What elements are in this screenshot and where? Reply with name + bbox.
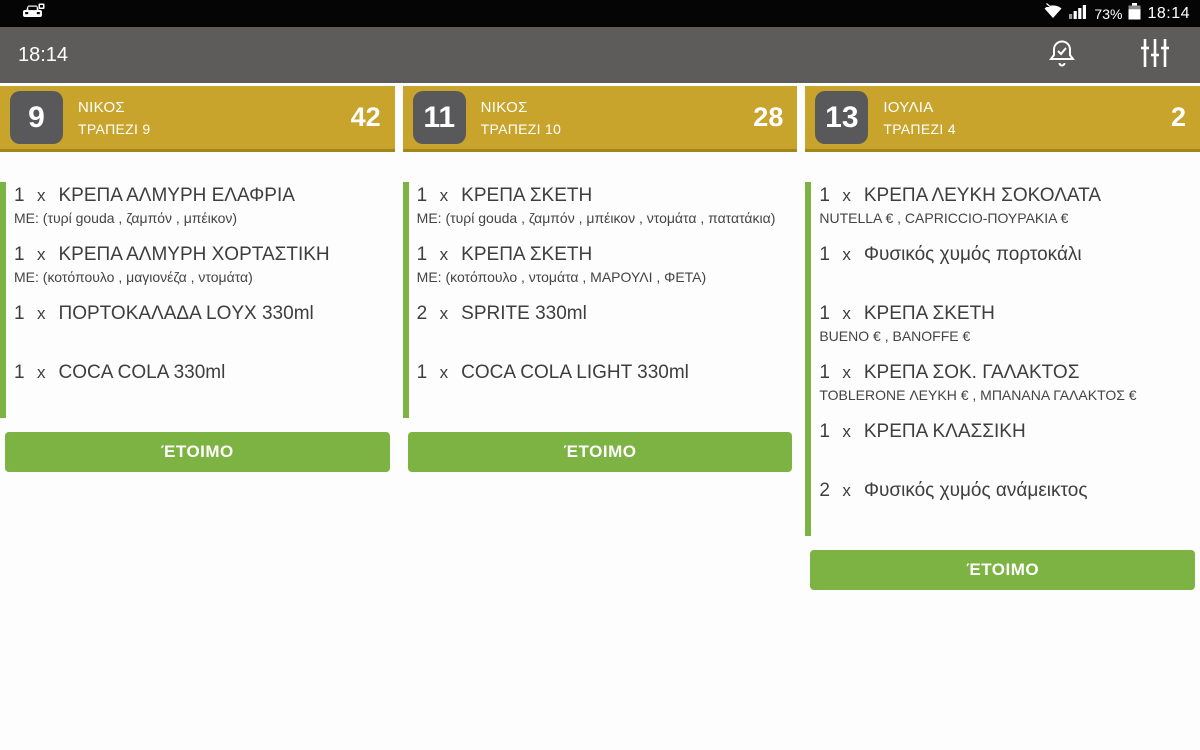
item-qty: 1 bbox=[14, 185, 25, 206]
status-bar-time: 18:14 bbox=[1147, 4, 1190, 22]
order-item[interactable]: 1 x ΚΡΕΠΑ ΣΚΕΤΗ ΜΕ: (τυρί gouda , ζαμπόν ,… bbox=[417, 182, 798, 241]
order-item[interactable]: 1 x ΚΡΕΠΑ ΑΛΜΥΡΗ ΧΟΡΤΑΣΤΙΚΗ ΜΕ: (κοτόπουλο… bbox=[14, 241, 395, 300]
item-name: ΚΡΕΠΑ ΚΛΑΣΣΙΚΗ bbox=[863, 421, 1026, 442]
item-qty-separator: x bbox=[37, 245, 46, 264]
app-bar-time: 18:14 bbox=[18, 43, 69, 66]
cellular-signal-icon bbox=[1069, 4, 1088, 24]
item-qty: 1 bbox=[14, 303, 25, 324]
item-name: ΚΡΕΠΑ ΑΛΜΥΡΗ ΕΛΑΦΡΙΑ bbox=[58, 185, 295, 206]
item-qty: 1 bbox=[14, 362, 25, 383]
item-qty-separator: x bbox=[842, 422, 851, 441]
item-note: NUTELLA € , CAPRICCIO-ΠΟΥΡΑΚΙΑ € bbox=[819, 210, 1069, 226]
item-qty-separator: x bbox=[842, 363, 851, 382]
app-bar: 18:14 bbox=[0, 27, 1200, 83]
item-qty-separator: x bbox=[439, 186, 449, 205]
item-qty: 1 bbox=[819, 185, 830, 206]
car-mode-icon bbox=[22, 3, 46, 25]
item-name: ΚΡΕΠΑ ΛΕΥΚΗ ΣΟΚΟΛΑΤΑ bbox=[863, 185, 1102, 206]
item-qty: 1 bbox=[14, 244, 25, 265]
notification-bell-check-icon[interactable] bbox=[1046, 37, 1078, 74]
battery-percent: 73% bbox=[1094, 5, 1123, 22]
ready-button[interactable]: ΈΤΟΙΜΟ bbox=[810, 550, 1196, 590]
item-name: ΚΡΕΠΑ ΣΚΕΤΗ bbox=[461, 244, 593, 265]
order-card-1: 9 ΝΙΚΟΣ ΤΡΑΠΕΖΙ 9 42 1 x ΚΡΕΠΑ ΑΛΜΥΡΗ ΕΛΑΦ… bbox=[0, 86, 395, 472]
order-item[interactable]: 1 x ΚΡΕΠΑ ΣΚΕΤΗ BUENO € , BANOFFE € bbox=[819, 300, 1200, 359]
item-qty: 1 bbox=[416, 362, 428, 383]
table-label: ΤΡΑΠΕΖΙ 4 bbox=[883, 120, 956, 137]
item-note: ΜΕ: (κοτόπουλο , ντομάτα , ΜΑΡΟΥΛΙ , ΦΕΤ… bbox=[416, 269, 707, 285]
item-qty-separator: x bbox=[37, 186, 46, 205]
order-item[interactable]: 1 x ΚΡΕΠΑ ΣΚΕΤΗ ΜΕ: (κοτόπουλο , ντομάτα ,… bbox=[417, 241, 798, 300]
item-qty-separator: x bbox=[842, 304, 851, 323]
item-name: COCA COLA 330ml bbox=[58, 362, 226, 383]
item-qty: 1 bbox=[819, 362, 830, 383]
item-name: ΚΡΕΠΑ ΣΚΕΤΗ bbox=[863, 303, 995, 324]
order-count: 28 bbox=[753, 102, 784, 132]
item-qty: 1 bbox=[416, 185, 428, 206]
item-qty-separator: x bbox=[439, 304, 449, 323]
order-card-2: 11 ΝΙΚΟΣ ΤΡΑΠΕΖΙ 10 28 1 x ΚΡΕΠΑ ΣΚΕΤΗ ΜΕ:… bbox=[402, 86, 798, 472]
order-card-header[interactable]: 13 ΙΟΥΛΙΑ ΤΡΑΠΕΖΙ 4 2 bbox=[805, 86, 1200, 152]
order-item[interactable]: 1 x Φυσικός χυμός πορτοκάλι bbox=[819, 241, 1200, 300]
item-name: ΠΟΡΤΟΚΑΛΑΔΑ LOYX 330ml bbox=[58, 303, 314, 324]
item-qty: 2 bbox=[416, 303, 428, 324]
item-qty-separator: x bbox=[37, 304, 46, 323]
item-qty-separator: x bbox=[842, 186, 851, 205]
android-status-bar: 73% 18:14 bbox=[0, 0, 1200, 27]
wifi-icon bbox=[1043, 3, 1063, 24]
order-number-badge: 11 bbox=[412, 91, 466, 144]
item-note: ΜΕ: (κοτόπουλο , μαγιονέζα , ντομάτα) bbox=[14, 269, 253, 285]
order-count: 42 bbox=[350, 102, 381, 132]
item-qty: 1 bbox=[819, 421, 830, 442]
order-number-badge: 13 bbox=[815, 91, 869, 144]
item-qty: 1 bbox=[819, 244, 830, 265]
item-qty-separator: x bbox=[37, 363, 46, 382]
order-items-list: 1 x ΚΡΕΠΑ ΑΛΜΥΡΗ ΕΛΑΦΡΙΑ ΜΕ: (τυρί gouda ,… bbox=[0, 182, 395, 418]
item-qty: 1 bbox=[819, 303, 830, 324]
waiter-name: ΙΟΥΛΙΑ bbox=[883, 98, 934, 116]
table-label: ΤΡΑΠΕΖΙ 9 bbox=[78, 120, 151, 137]
waiter-name: ΝΙΚΟΣ bbox=[480, 98, 528, 116]
item-name: COCA COLA LIGHT 330ml bbox=[461, 362, 689, 383]
item-note: ΜΕ: (τυρί gouda , ζαμπόν , μπέικον) bbox=[14, 210, 238, 226]
item-qty-separator: x bbox=[842, 245, 851, 264]
order-items-list: 1 x ΚΡΕΠΑ ΛΕΥΚΗ ΣΟΚΟΛΑΤΑ NUTELLA € , CAPRI… bbox=[805, 182, 1200, 536]
order-item[interactable]: 1 x ΚΡΕΠΑ ΛΕΥΚΗ ΣΟΚΟΛΑΤΑ NUTELLA € , CAPRI… bbox=[819, 182, 1200, 241]
item-qty: 1 bbox=[416, 244, 428, 265]
order-item[interactable]: 1 x COCA COLA 330ml bbox=[14, 359, 395, 418]
item-qty-separator: x bbox=[842, 481, 851, 500]
order-card-3: 13 ΙΟΥΛΙΑ ΤΡΑΠΕΖΙ 4 2 1 x ΚΡΕΠΑ ΛΕΥΚΗ ΣΟΚΟ… bbox=[805, 86, 1200, 590]
order-item[interactable]: 2 x SPRITE 330ml bbox=[417, 300, 798, 359]
item-name: Φυσικός χυμός πορτοκάλι bbox=[863, 244, 1082, 265]
ready-button[interactable]: ΈΤΟΙΜΟ bbox=[5, 432, 390, 472]
item-name: SPRITE 330ml bbox=[461, 303, 587, 324]
item-note: BUENO € , BANOFFE € bbox=[819, 328, 971, 344]
order-card-header[interactable]: 9 ΝΙΚΟΣ ΤΡΑΠΕΖΙ 9 42 bbox=[0, 86, 395, 152]
filter-sliders-icon[interactable] bbox=[1140, 37, 1170, 74]
order-item[interactable]: 2 x Φυσικός χυμός ανάμεικτος bbox=[819, 477, 1200, 536]
item-name: Φυσικός χυμός ανάμεικτος bbox=[863, 480, 1088, 501]
battery-icon bbox=[1128, 2, 1141, 25]
item-qty: 2 bbox=[819, 480, 830, 501]
order-count: 2 bbox=[1170, 102, 1187, 132]
order-number-badge: 9 bbox=[10, 91, 63, 144]
order-item[interactable]: 1 x ΠΟΡΤΟΚΑΛΑΔΑ LOYX 330ml bbox=[14, 300, 395, 359]
waiter-name: ΝΙΚΟΣ bbox=[78, 98, 125, 116]
order-item[interactable]: 1 x ΚΡΕΠΑ ΑΛΜΥΡΗ ΕΛΑΦΡΙΑ ΜΕ: (τυρί gouda ,… bbox=[14, 182, 395, 241]
order-item[interactable]: 1 x ΚΡΕΠΑ ΣΟΚ. ΓΑΛΑΚΤΟΣ TOBLERONE ΛΕΥΚΗ € … bbox=[819, 359, 1200, 418]
order-card-header[interactable]: 11 ΝΙΚΟΣ ΤΡΑΠΕΖΙ 10 28 bbox=[402, 86, 798, 152]
item-name: ΚΡΕΠΑ ΑΛΜΥΡΗ ΧΟΡΤΑΣΤΙΚΗ bbox=[58, 244, 330, 265]
item-name: ΚΡΕΠΑ ΣΚΕΤΗ bbox=[461, 185, 593, 206]
order-item[interactable]: 1 x ΚΡΕΠΑ ΚΛΑΣΣΙΚΗ bbox=[819, 418, 1200, 477]
item-name: ΚΡΕΠΑ ΣΟΚ. ΓΑΛΑΚΤΟΣ bbox=[863, 362, 1080, 383]
item-qty-separator: x bbox=[439, 245, 449, 264]
item-note: ΜΕ: (τυρί gouda , ζαμπόν , μπέικον , ντο… bbox=[416, 210, 776, 226]
ready-button[interactable]: ΈΤΟΙΜΟ bbox=[407, 432, 793, 472]
order-item[interactable]: 1 x COCA COLA LIGHT 330ml bbox=[417, 359, 798, 418]
item-note: TOBLERONE ΛΕΥΚΗ € , ΜΠΑΝΑΝΑ ΓΑΛΑΚΤΟΣ € bbox=[819, 387, 1137, 403]
table-label: ΤΡΑΠΕΖΙ 10 bbox=[480, 120, 562, 137]
order-cards-row: 9 ΝΙΚΟΣ ΤΡΑΠΕΖΙ 9 42 1 x ΚΡΕΠΑ ΑΛΜΥΡΗ ΕΛΑΦ… bbox=[0, 86, 1200, 590]
item-qty-separator: x bbox=[439, 363, 449, 382]
order-items-list: 1 x ΚΡΕΠΑ ΣΚΕΤΗ ΜΕ: (τυρί gouda , ζαμπόν ,… bbox=[402, 182, 798, 418]
